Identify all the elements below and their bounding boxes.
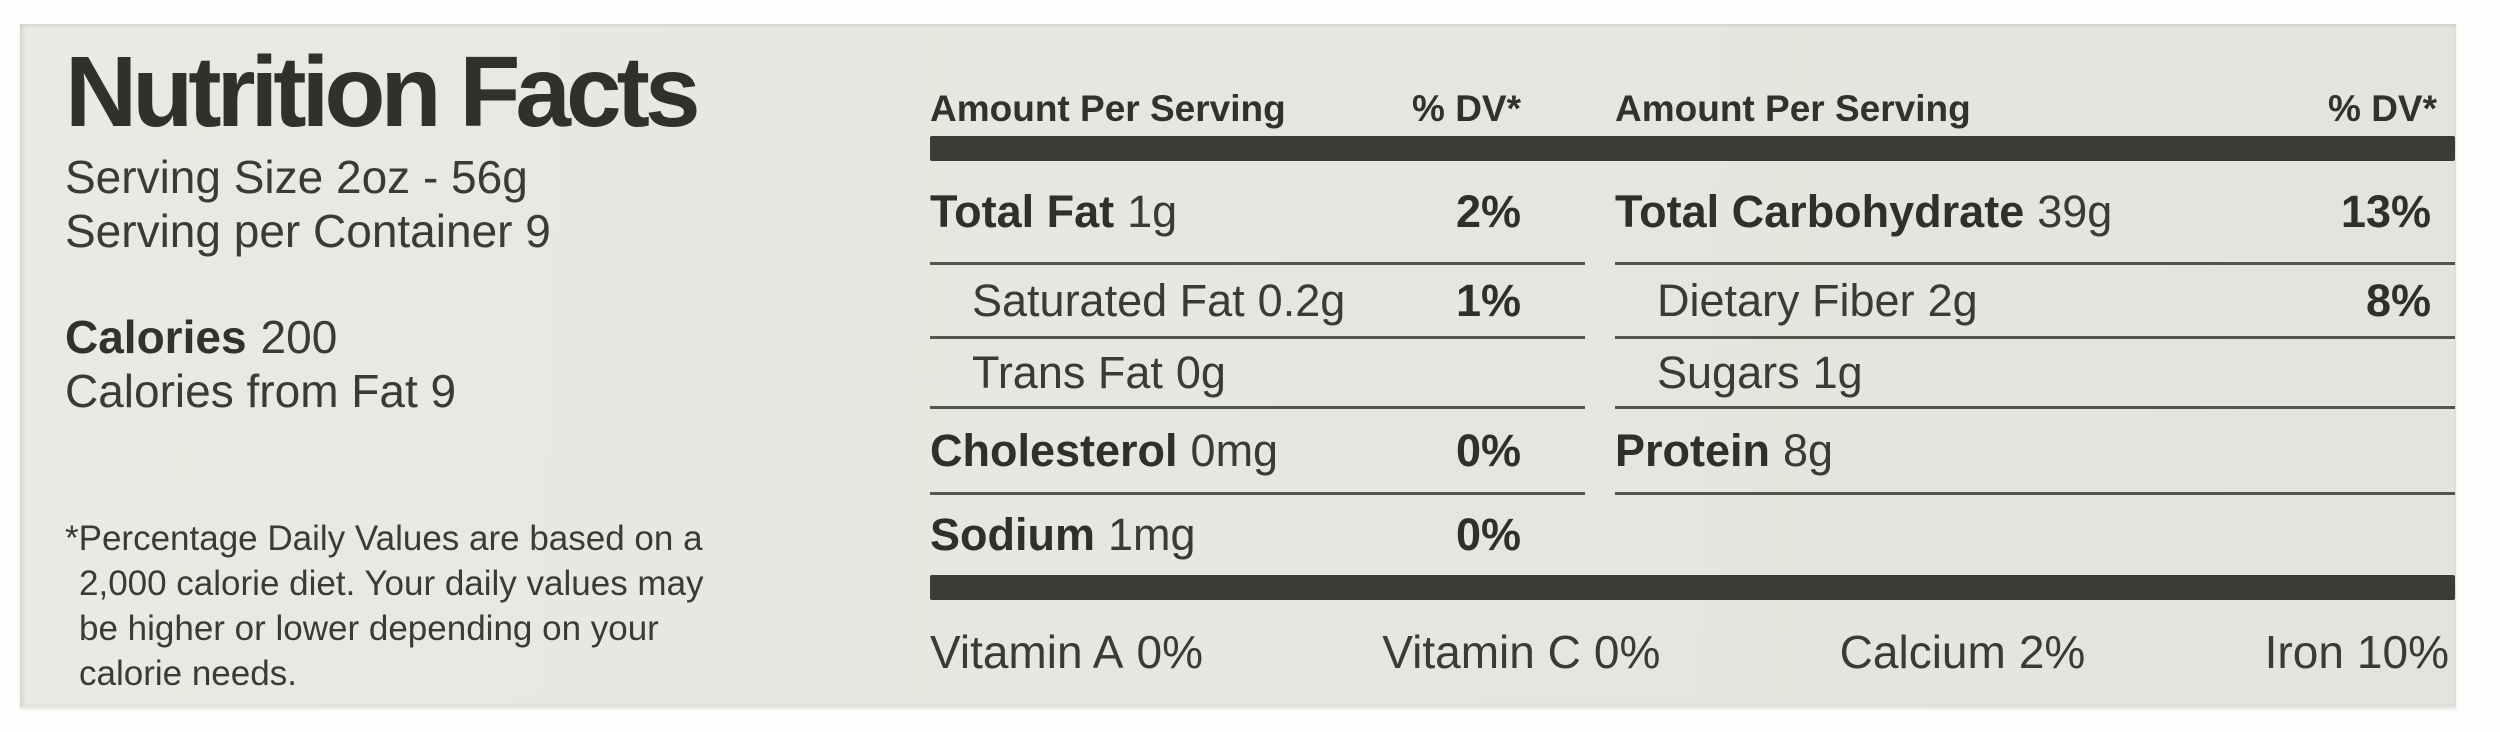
dv-value: 0% — [1455, 424, 1521, 476]
row-sodium: Sodium 1mg 0% — [930, 495, 1585, 575]
column-gap — [1585, 161, 1615, 575]
calories-value: 200 — [260, 311, 338, 363]
daily-value-footnote: *Percentage Daily Values are based on a … — [65, 516, 895, 696]
column-gap — [1585, 82, 1615, 130]
calories-label: Calories — [65, 311, 247, 363]
nutrient-table: Amount Per Serving % DV* Amount Per Serv… — [930, 24, 2455, 706]
calories-block: Calories 200 Calories from Fat 9 — [65, 310, 895, 418]
nutrient-label: Protein 8g — [1615, 424, 1834, 476]
micronutrient-calcium: Calcium 2% — [1839, 626, 2086, 678]
header-right-column: Amount Per Serving % DV* — [1615, 82, 2455, 130]
nutrient-label: Trans Fat 0g — [972, 346, 1226, 398]
label-left-column: Nutrition Facts Serving Size 2oz - 56g S… — [65, 40, 895, 696]
nutrient-label: Sugars 1g — [1657, 346, 1863, 398]
nutrient-label: Total Fat 1g — [930, 185, 1178, 237]
footnote-line: be higher or lower depending on your — [79, 609, 659, 648]
row-cholesterol: Cholesterol 0mg 0% — [930, 409, 1585, 495]
amount-per-serving-header: Amount Per Serving — [1615, 88, 1971, 129]
nutrient-columns: Total Fat 1g 2% Saturated Fat 0.2g 1% Tran… — [930, 161, 2455, 575]
micronutrient-vitamin-a: Vitamin A 0% — [930, 626, 1203, 678]
row-protein: Protein 8g — [1615, 409, 2455, 495]
table-header-row: Amount Per Serving % DV* Amount Per Serv… — [930, 82, 2455, 130]
percent-dv-header: % DV* — [2328, 88, 2437, 129]
dv-value: 8% — [2365, 274, 2431, 326]
servings-per-container: Serving per Container 9 — [65, 205, 551, 257]
nutrient-column-right: Total Carbohydrate 39g 13% Dietary Fiber 2… — [1615, 161, 2455, 575]
serving-size: Serving Size 2oz - 56g — [65, 151, 528, 203]
dv-value: 1% — [1455, 274, 1521, 326]
micronutrient-vitamin-c: Vitamin C 0% — [1382, 626, 1661, 678]
nutrient-label: Total Carbohydrate 39g — [1615, 185, 2113, 237]
amount-per-serving-header: Amount Per Serving — [930, 88, 1286, 129]
serving-info: Serving Size 2oz - 56g Serving per Conta… — [65, 150, 895, 258]
micronutrient-iron: Iron 10% — [2264, 626, 2449, 678]
nutrient-label: Cholesterol 0mg — [930, 424, 1279, 476]
row-total-carbohydrate: Total Carbohydrate 39g 13% — [1615, 161, 2455, 265]
row-total-fat: Total Fat 1g 2% — [930, 161, 1585, 265]
row-saturated-fat: Saturated Fat 0.2g 1% — [930, 265, 1585, 339]
row-sugars: Sugars 1g — [1615, 339, 2455, 409]
header-middle-column: Amount Per Serving % DV* — [930, 82, 1585, 130]
nutrient-column-left: Total Fat 1g 2% Saturated Fat 0.2g 1% Tran… — [930, 161, 1585, 575]
nutrient-label: Sodium 1mg — [930, 509, 1196, 560]
footnote-line: 2,000 calorie diet. Your daily values ma… — [79, 564, 704, 603]
calories-row: Calories 200 — [65, 310, 895, 364]
page-title: Nutrition Facts — [65, 36, 701, 148]
footnote-line: *Percentage Daily Values are based on a — [65, 519, 703, 558]
row-trans-fat: Trans Fat 0g — [930, 339, 1585, 409]
nutrition-label: Nutrition Facts Serving Size 2oz - 56g S… — [20, 24, 2456, 706]
dv-value: 13% — [2340, 185, 2431, 237]
calories-from-fat: Calories from Fat 9 — [65, 365, 457, 417]
footnote-line: calorie needs. — [79, 654, 297, 693]
nutrient-label: Dietary Fiber 2g — [1657, 274, 1978, 326]
dv-value: 0% — [1455, 509, 1521, 560]
percent-dv-header: % DV* — [1412, 88, 1521, 129]
dv-value: 2% — [1455, 185, 1521, 237]
row-empty — [1615, 495, 2455, 575]
micronutrients-row: Vitamin A 0% Vitamin C 0% Calcium 2% Iron 10… — [930, 622, 2455, 682]
row-dietary-fiber: Dietary Fiber 2g 8% — [1615, 265, 2455, 339]
nutrient-label: Saturated Fat 0.2g — [972, 274, 1346, 326]
divider-bar-bottom — [930, 575, 2455, 600]
divider-bar-top — [930, 136, 2455, 161]
